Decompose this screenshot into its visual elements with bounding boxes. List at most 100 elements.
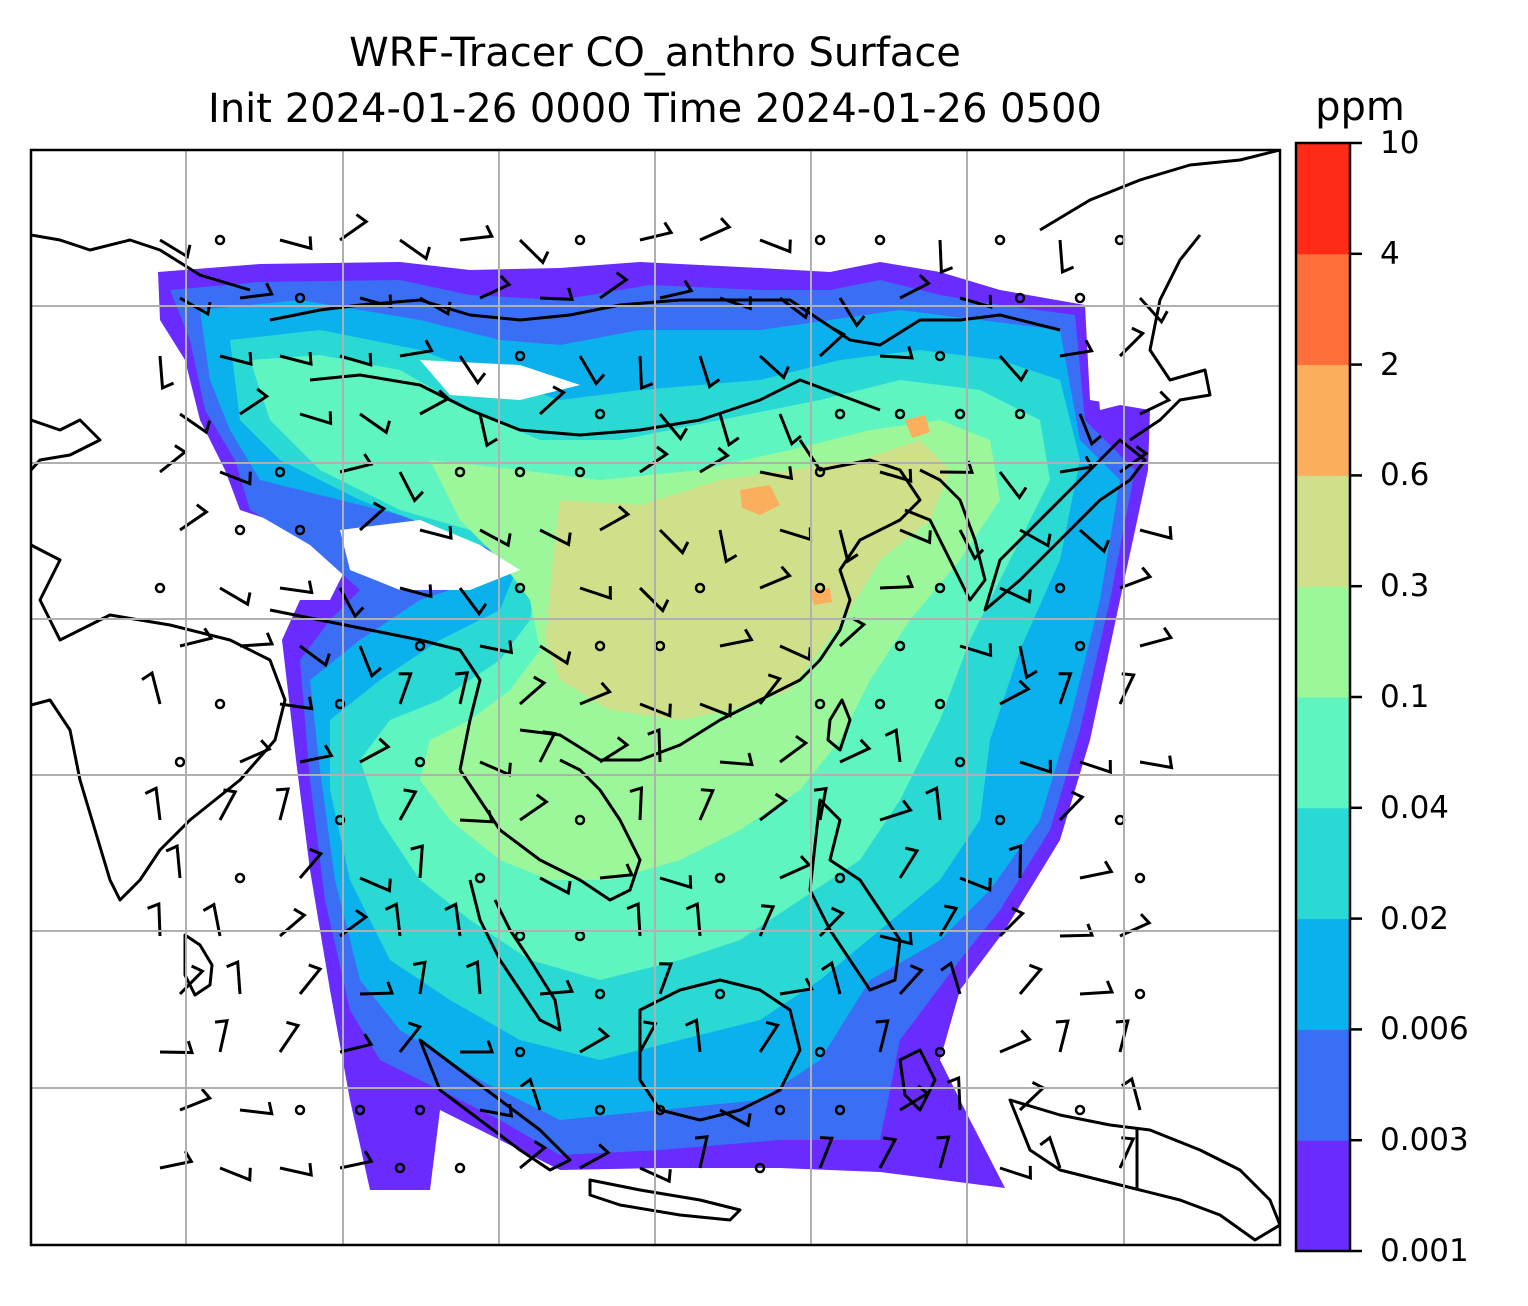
calm-marker (234, 524, 246, 536)
wind-barb (759, 238, 792, 254)
wind-barb (639, 221, 674, 242)
wind-barb (458, 587, 488, 617)
wind-barb (718, 413, 740, 448)
concentration-field (158, 262, 1150, 1190)
wind-barb (1058, 790, 1085, 822)
wind-barb (519, 675, 547, 706)
wind-barb (519, 1077, 542, 1111)
wind-barb (179, 627, 214, 648)
map-title-line2: Init 2024-01-26 0000 Time 2024-01-26 050… (208, 86, 1102, 132)
calm-marker (774, 1104, 786, 1116)
wind-barb (1019, 759, 1052, 774)
wind-barb (178, 964, 205, 996)
calm-marker (514, 582, 526, 594)
wind-barb (1008, 843, 1023, 879)
wind-barb (298, 963, 323, 995)
wind-barb (359, 876, 392, 893)
colorbar-frame (1294, 141, 1352, 1253)
calm-marker (1074, 640, 1086, 652)
calm-marker (594, 640, 606, 652)
colorbar-segment-0.04 (1296, 697, 1350, 809)
wind-barb (179, 503, 209, 532)
wind-barb (939, 460, 975, 474)
wind-barb (398, 672, 413, 705)
wind-barb (578, 355, 606, 387)
wind-barb (219, 1166, 252, 1182)
wind-barb (202, 902, 222, 937)
colorbar-unit-label: ppm (1315, 84, 1405, 130)
wind-barb (399, 584, 433, 599)
wind-barb (459, 809, 494, 824)
wind-barb (359, 737, 391, 764)
wind-barb (936, 1135, 951, 1169)
wind-barb (239, 632, 275, 648)
calm-marker (454, 466, 466, 478)
colorbar-segment-0.003 (1296, 1029, 1350, 1141)
wind-barb (626, 901, 642, 937)
wind-barb (399, 238, 431, 261)
wind-barb (899, 273, 932, 300)
calm-marker (414, 1104, 426, 1116)
wind-barb (359, 412, 391, 435)
coast-taiwan (826, 698, 852, 752)
wind-barb (339, 908, 369, 938)
wind-barb (879, 345, 914, 360)
calm-marker (1014, 408, 1026, 420)
wind-barb (1139, 390, 1172, 416)
wind-barb (838, 297, 866, 328)
wind-barb (639, 445, 670, 474)
field-level-2-spot-2 (905, 415, 930, 438)
colorbar-segment-0.006 (1296, 918, 1350, 1030)
wind-barb (685, 1017, 702, 1053)
calm-marker (814, 582, 826, 594)
wind-barb (938, 904, 959, 937)
calm-marker (1114, 234, 1126, 246)
coast-hokkaido-sakhalin (1129, 234, 1212, 442)
field-level-0.6 (545, 440, 950, 720)
calm-marker (1074, 292, 1086, 304)
calm-marker (154, 582, 166, 594)
wind-barb (279, 1162, 313, 1177)
calm-marker (474, 872, 486, 884)
wind-barb (459, 224, 495, 242)
wind-barb (647, 727, 662, 763)
wind-barb (226, 959, 242, 995)
calm-marker (234, 872, 246, 884)
calm-marker (954, 756, 966, 768)
wind-barb (659, 279, 694, 300)
coast-indochina (458, 758, 642, 902)
wind-barb (758, 354, 790, 381)
coast-india (31, 543, 287, 902)
wind-barb (718, 529, 738, 564)
wind-barb (698, 788, 716, 821)
wind-barb (958, 529, 985, 561)
wind-barb (459, 1040, 495, 1054)
wind-barb (1119, 445, 1149, 474)
wind-barb (1079, 760, 1112, 775)
wind-barb (1120, 1076, 1142, 1111)
wind-barb (639, 1166, 672, 1184)
wind-barb (699, 702, 732, 718)
coast-korea (904, 468, 987, 602)
wind-barb (779, 296, 811, 320)
calm-marker (834, 872, 846, 884)
map-frame (29, 148, 1282, 1247)
calm-wind-markers (154, 234, 1146, 1174)
wind-barb (818, 327, 847, 358)
wind-barb (1059, 339, 1094, 358)
wind-barb (398, 788, 418, 821)
wind-barb (165, 843, 182, 879)
wind-barb (279, 351, 313, 366)
wind-barb (1019, 528, 1052, 548)
wind-barb (1118, 672, 1136, 705)
wind-barb (239, 739, 272, 764)
wind-barb (599, 505, 631, 532)
wind-barb (1018, 963, 1044, 995)
calm-marker (294, 524, 306, 536)
colorbar-segment-4 (1296, 143, 1350, 255)
wind-barb (444, 902, 462, 937)
wind-barb (179, 412, 212, 435)
calm-marker (594, 1104, 606, 1116)
calm-marker (514, 350, 526, 362)
